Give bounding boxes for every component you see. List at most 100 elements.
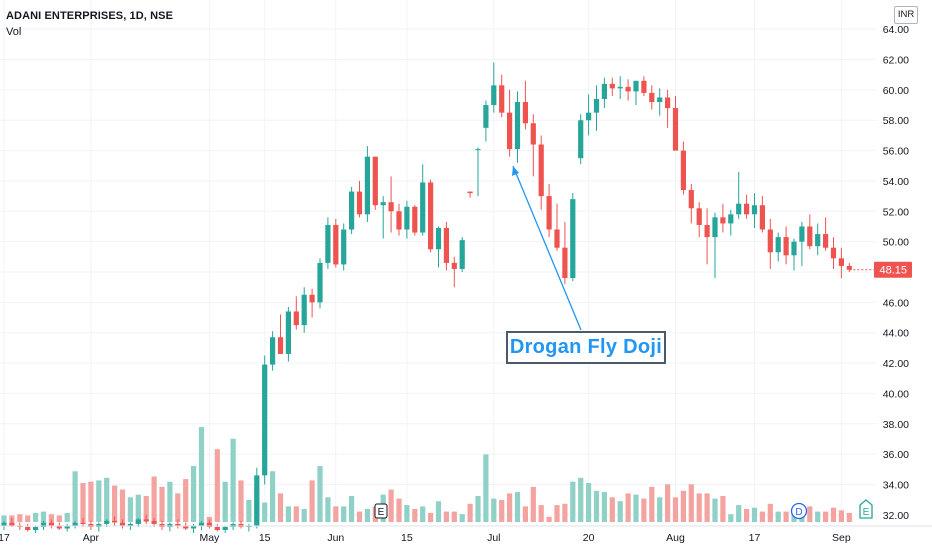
candle[interactable] bbox=[301, 287, 307, 333]
candle[interactable] bbox=[380, 196, 386, 239]
candle[interactable] bbox=[388, 176, 394, 233]
candle[interactable] bbox=[404, 200, 410, 239]
candle[interactable] bbox=[349, 187, 355, 235]
candle[interactable] bbox=[578, 114, 584, 165]
candle[interactable] bbox=[151, 517, 157, 527]
candle[interactable] bbox=[112, 516, 118, 526]
candle[interactable] bbox=[435, 226, 442, 268]
candle[interactable] bbox=[396, 203, 402, 236]
candle[interactable] bbox=[601, 77, 607, 109]
candle[interactable] bbox=[143, 514, 149, 524]
candle[interactable] bbox=[451, 256, 457, 288]
candle[interactable] bbox=[372, 156, 378, 210]
candle[interactable] bbox=[222, 525, 228, 534]
candle[interactable] bbox=[341, 223, 347, 271]
candle[interactable] bbox=[285, 306, 291, 362]
candle[interactable] bbox=[96, 522, 102, 532]
candle[interactable] bbox=[846, 262, 852, 272]
candle[interactable] bbox=[325, 217, 331, 269]
earnings-marker-icon[interactable]: E bbox=[859, 499, 873, 519]
candle[interactable] bbox=[364, 146, 370, 222]
candle[interactable] bbox=[491, 62, 497, 113]
candle[interactable] bbox=[514, 91, 521, 163]
candle[interactable] bbox=[1, 520, 7, 530]
candle[interactable] bbox=[562, 221, 568, 285]
candle[interactable] bbox=[467, 191, 473, 198]
candle[interactable] bbox=[672, 95, 679, 151]
candle[interactable] bbox=[633, 80, 639, 106]
candle[interactable] bbox=[483, 100, 489, 142]
candle[interactable] bbox=[356, 180, 363, 218]
candle[interactable] bbox=[744, 194, 750, 219]
candle[interactable] bbox=[507, 89, 513, 157]
candlesticks[interactable] bbox=[1, 62, 852, 534]
candle[interactable] bbox=[175, 519, 181, 529]
candle[interactable] bbox=[586, 94, 592, 136]
candle[interactable] bbox=[649, 85, 655, 110]
candle[interactable] bbox=[696, 202, 702, 238]
dividend-marker-icon[interactable]: D bbox=[790, 502, 808, 520]
candle[interactable] bbox=[119, 519, 126, 529]
candle[interactable] bbox=[522, 80, 528, 130]
earnings-marker-icon[interactable]: E bbox=[374, 503, 388, 519]
candle[interactable] bbox=[728, 209, 734, 236]
candle[interactable] bbox=[546, 183, 552, 238]
candle[interactable] bbox=[617, 76, 623, 99]
candle[interactable] bbox=[64, 523, 70, 532]
candle[interactable] bbox=[159, 520, 165, 530]
candle[interactable] bbox=[254, 467, 260, 529]
candle[interactable] bbox=[206, 519, 212, 529]
candle[interactable] bbox=[309, 288, 315, 318]
candle[interactable] bbox=[270, 331, 276, 371]
candle[interactable] bbox=[641, 76, 647, 96]
candle[interactable] bbox=[688, 183, 694, 224]
candle[interactable] bbox=[238, 520, 244, 529]
candle[interactable] bbox=[420, 164, 426, 236]
candle[interactable] bbox=[823, 217, 829, 251]
candle[interactable] bbox=[412, 205, 418, 236]
candle[interactable] bbox=[499, 74, 505, 118]
candle[interactable] bbox=[88, 520, 94, 530]
candle[interactable] bbox=[665, 89, 671, 128]
candle[interactable] bbox=[135, 517, 141, 527]
candle[interactable] bbox=[767, 218, 773, 269]
candle[interactable] bbox=[9, 517, 15, 527]
candle[interactable] bbox=[775, 232, 781, 262]
candle[interactable] bbox=[214, 523, 220, 532]
candle[interactable] bbox=[333, 218, 339, 268]
candle[interactable] bbox=[428, 179, 434, 253]
candle[interactable] bbox=[783, 226, 789, 265]
candle[interactable] bbox=[475, 147, 481, 197]
candle[interactable] bbox=[25, 523, 31, 532]
candle[interactable] bbox=[191, 523, 197, 534]
candle[interactable] bbox=[72, 520, 78, 529]
candle[interactable] bbox=[80, 517, 86, 527]
candle[interactable] bbox=[751, 193, 758, 228]
candle[interactable] bbox=[791, 238, 797, 271]
candle[interactable] bbox=[293, 296, 299, 330]
candle[interactable] bbox=[167, 522, 173, 532]
candle[interactable] bbox=[33, 525, 39, 534]
candle[interactable] bbox=[759, 196, 765, 233]
candle[interactable] bbox=[198, 520, 205, 530]
currency-badge[interactable]: INR bbox=[894, 6, 918, 24]
candle[interactable] bbox=[48, 519, 54, 529]
candle[interactable] bbox=[317, 258, 323, 309]
candle[interactable] bbox=[815, 223, 821, 256]
candle[interactable] bbox=[704, 208, 710, 265]
candle[interactable] bbox=[246, 523, 252, 532]
candle[interactable] bbox=[625, 79, 631, 101]
candle[interactable] bbox=[807, 214, 813, 250]
candle[interactable] bbox=[538, 135, 544, 210]
candle[interactable] bbox=[593, 85, 600, 131]
candle[interactable] bbox=[838, 247, 844, 279]
candle[interactable] bbox=[443, 221, 449, 271]
candle[interactable] bbox=[459, 237, 465, 272]
candle[interactable] bbox=[40, 520, 47, 530]
candle[interactable] bbox=[830, 237, 837, 269]
candle[interactable] bbox=[277, 314, 284, 354]
candle[interactable] bbox=[680, 141, 686, 195]
candle[interactable] bbox=[609, 77, 615, 96]
